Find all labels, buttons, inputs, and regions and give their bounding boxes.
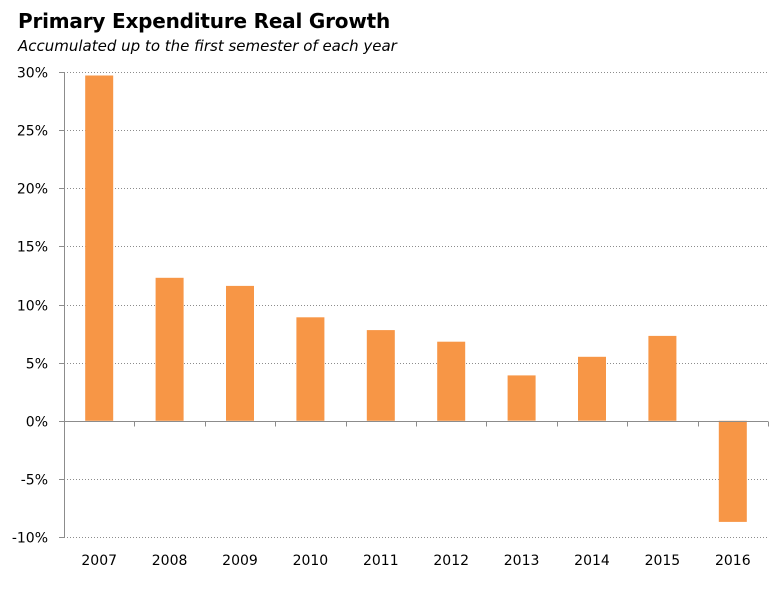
y-tick-label: 15% <box>17 240 48 256</box>
bars <box>85 75 747 522</box>
x-tick-label: 2010 <box>293 553 329 569</box>
bar-2009 <box>226 285 254 421</box>
bar-2012 <box>437 341 466 421</box>
bar-2010 <box>296 317 325 421</box>
bar-2013 <box>507 375 536 421</box>
y-tick-label: 0% <box>26 415 48 431</box>
chart-subtitle: Accumulated up to the first semester of … <box>18 37 397 55</box>
tick-labels: 30% 25% 20% 15% 10% 5% 0% -5% -10% 2007 2008 2009 20… <box>12 66 751 570</box>
y-tick-label: -10% <box>12 531 48 547</box>
x-tick-label: 2009 <box>222 553 258 569</box>
x-tick-label: 2008 <box>152 553 188 569</box>
y-tick-label: -5% <box>21 473 48 489</box>
chart-title: Primary Expenditure Real Growth <box>18 9 390 33</box>
y-tick-label: 10% <box>17 299 48 315</box>
bar-2008 <box>155 277 184 421</box>
bar-2007 <box>85 75 114 421</box>
x-tick-label: 2011 <box>363 553 399 569</box>
bar-2011 <box>366 330 395 421</box>
x-tick-label: 2015 <box>645 553 681 569</box>
y-tick-label: 30% <box>17 66 48 82</box>
x-tick-label: 2014 <box>574 553 610 569</box>
x-tick-label: 2016 <box>715 553 751 569</box>
x-tick-label: 2013 <box>504 553 540 569</box>
y-tick-label: 25% <box>17 124 48 140</box>
y-tick-label: 20% <box>17 182 48 198</box>
bar-2016 <box>718 420 747 522</box>
x-tick-label: 2007 <box>81 553 117 569</box>
y-tick-label: 5% <box>26 357 48 373</box>
x-tick-label: 2012 <box>433 553 469 569</box>
axes <box>59 72 769 538</box>
bar-2014 <box>578 356 606 421</box>
gridlines <box>64 72 768 538</box>
bar-2015 <box>648 335 677 421</box>
